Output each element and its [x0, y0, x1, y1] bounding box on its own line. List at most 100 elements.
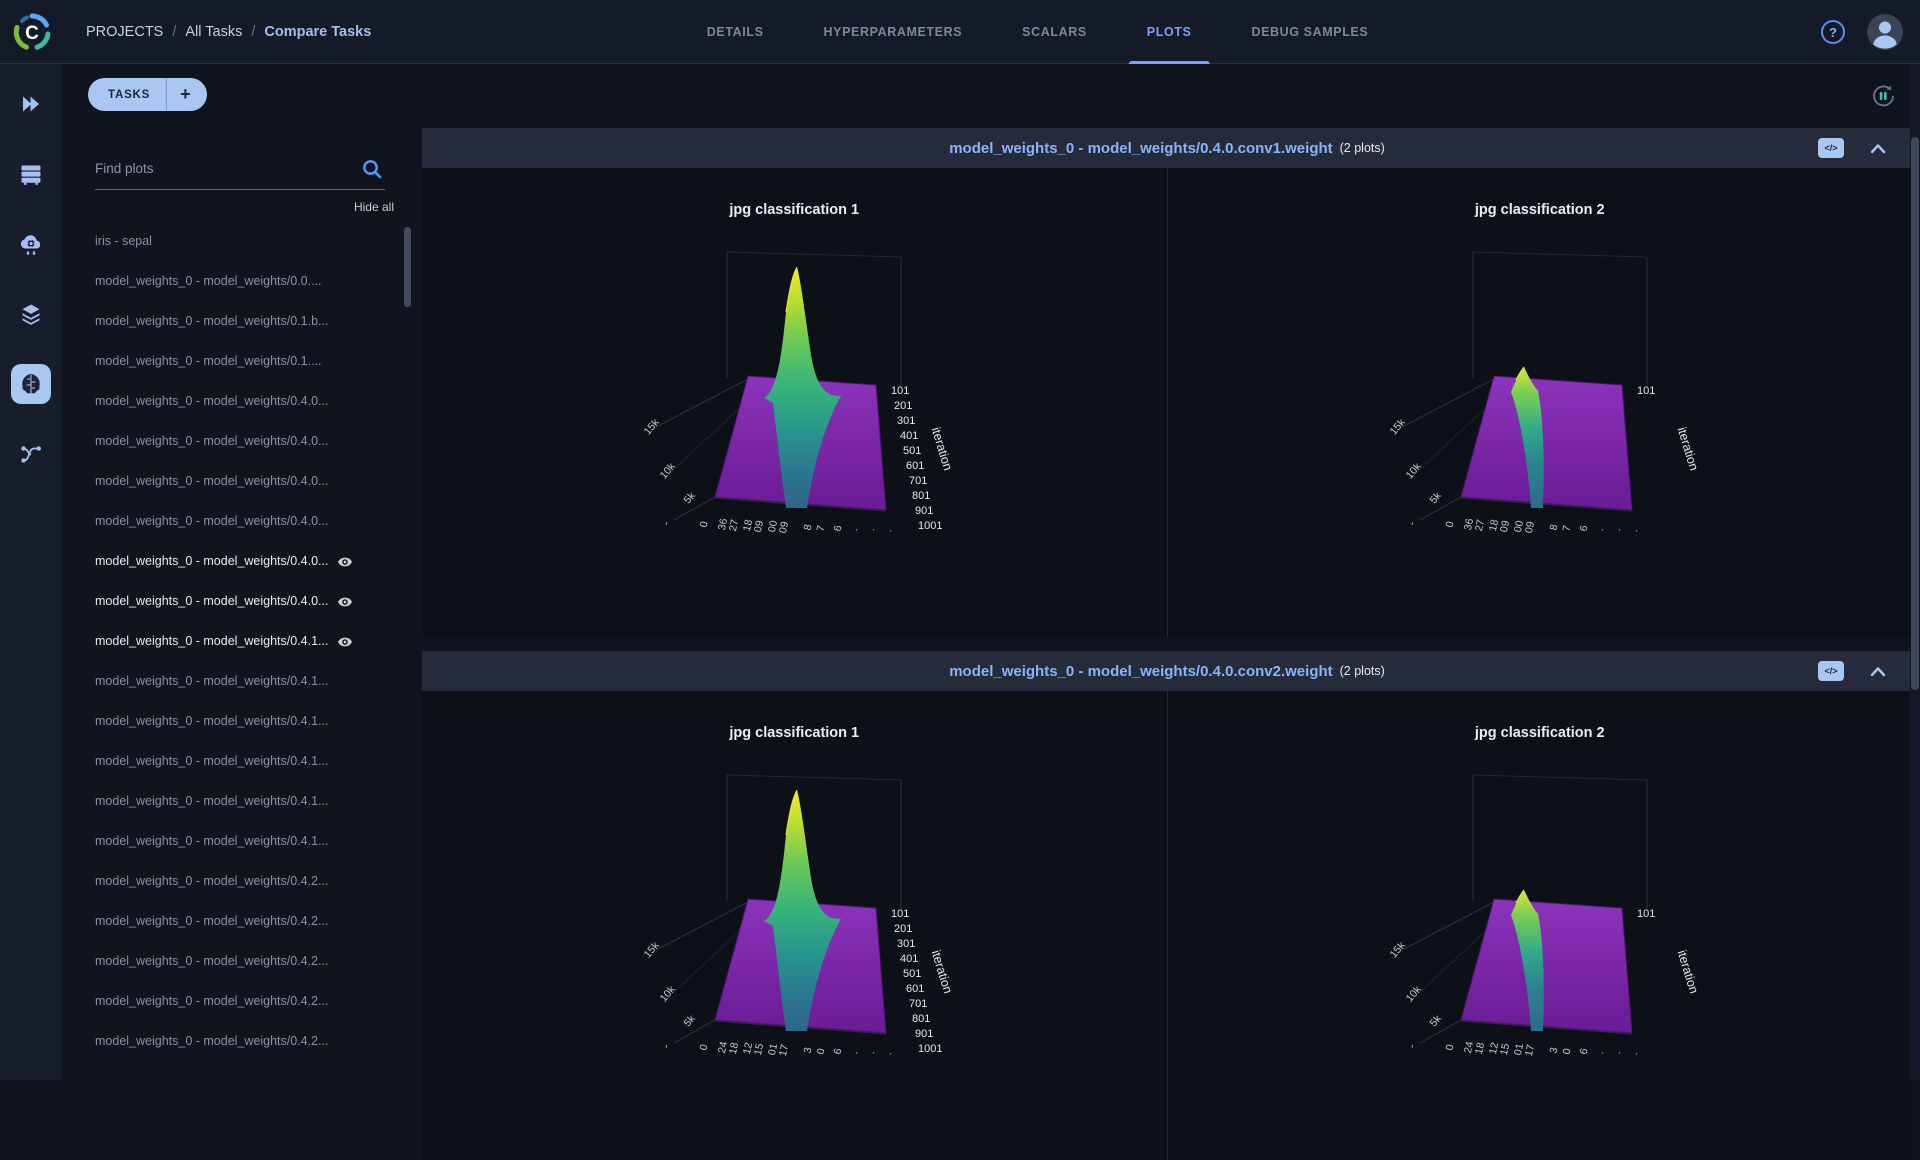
plot-list-item[interactable]: model_weights_0 - model_weights/0.4.0...: [61, 541, 406, 581]
histogram-surface-peak: [764, 790, 842, 1031]
grid-line: [1419, 496, 1461, 521]
iteration-tick: 801: [912, 1013, 930, 1025]
embed-code-button[interactable]: </>: [1818, 661, 1844, 681]
auto-refresh-toggle[interactable]: [1868, 81, 1898, 111]
iteration-tick: 201: [894, 923, 912, 935]
z-axis-tick: 5k: [682, 1012, 699, 1029]
surface-plot-canvas[interactable]: 5k10k15k1012013014015016017018019011001i…: [534, 755, 1054, 1095]
x-axis-tick: 09: [752, 519, 766, 533]
page-scrollbar-thumb[interactable]: [1911, 137, 1919, 690]
x-axis-tick: 3: [802, 1046, 815, 1054]
iteration-tick: 201: [894, 400, 912, 412]
collapse-section-button[interactable]: [1870, 666, 1886, 677]
hide-all-link[interactable]: Hide all: [353, 200, 394, 214]
grid-line: [727, 251, 902, 258]
plot-list-item-label: model_weights_0 - model_weights/0.4.0...: [95, 434, 329, 448]
plot-list-item[interactable]: model_weights_0 - model_weights/0.4.1...: [61, 781, 406, 821]
plot-list-item[interactable]: model_weights_0 - model_weights/0.4.0...: [61, 421, 406, 461]
x-axis-tick: 12: [1487, 1041, 1501, 1055]
peak-highlight-edge: [785, 789, 798, 836]
tab-debug-samples[interactable]: DEBUG SAMPLES: [1251, 25, 1369, 39]
plot-list-item[interactable]: model_weights_0 - model_weights/0.1....: [61, 341, 406, 381]
surface-plot-canvas[interactable]: 5k10k15k1012013014015016017018019011001i…: [534, 232, 1054, 572]
plot-list-item[interactable]: model_weights_0 - model_weights/0.4.0...: [61, 581, 406, 621]
tasks-selector-button[interactable]: TASKS +: [88, 78, 207, 111]
collapse-section-button[interactable]: [1870, 143, 1886, 154]
plot-title: jpg classification 2: [1474, 202, 1605, 218]
plot-list-item[interactable]: model_weights_0 - model_weights/0.4.1...: [61, 701, 406, 741]
plot-list-item[interactable]: model_weights_0 - model_weights/0.4.2...: [61, 901, 406, 941]
plot-title: jpg classification 1: [729, 202, 860, 218]
sidebar-item-workers-queues[interactable]: [11, 154, 51, 194]
x-axis-tick: .: [882, 528, 894, 533]
z-axis-tick: 10k: [658, 983, 679, 1004]
breadcrumb-compare-tasks: Compare Tasks: [264, 24, 372, 40]
plot-list-item[interactable]: model_weights_0 - model_weights/0.4.2...: [61, 941, 406, 981]
plot-list-item[interactable]: model_weights_0 - model_weights/0.0....: [61, 261, 406, 301]
eye-visibility-icon[interactable]: [337, 554, 353, 570]
plot-list-item[interactable]: model_weights_0 - model_weights/0.1.b...: [61, 301, 406, 341]
plot-title: jpg classification 1: [729, 725, 860, 741]
plot-list-item[interactable]: model_weights_0 - model_weights/0.4.1...: [61, 821, 406, 861]
plot-list-item[interactable]: model_weights_0 - model_weights/0.4.2...: [61, 861, 406, 901]
user-avatar[interactable]: [1866, 13, 1904, 51]
tab-hyperparameters[interactable]: HYPERPARAMETERS: [823, 25, 963, 39]
breadcrumb-all-tasks[interactable]: All Tasks: [185, 24, 243, 40]
plot-title: jpg classification 2: [1474, 725, 1605, 741]
x-axis-tick: 3: [1547, 1046, 1560, 1054]
plot-list-item[interactable]: model_weights_0 - model_weights/0.4.0...: [61, 501, 406, 541]
clearml-logo[interactable]: C: [10, 10, 54, 54]
plot-list-item-label: model_weights_0 - model_weights/0.4.1...: [95, 794, 329, 808]
eye-visibility-icon[interactable]: [337, 634, 353, 650]
grid-line: [1460, 497, 1632, 512]
plot-list-item[interactable]: model_weights_0 - model_weights/0.4.2...: [61, 981, 406, 1021]
sidebar-item-cloud-autoscaler[interactable]: [11, 224, 51, 264]
help-icon[interactable]: ?: [1820, 19, 1846, 45]
plot-list-item-label: model_weights_0 - model_weights/0.1....: [95, 354, 322, 368]
grid-line: [1419, 1019, 1461, 1044]
plot-group-header: model_weights_0 - model_weights/0.4.0.co…: [422, 651, 1912, 691]
plot-list-item[interactable]: model_weights_0 - model_weights/0.4.1...: [61, 621, 406, 661]
plot-list-item[interactable]: model_weights_0 - model_weights/0.4.2...: [61, 1021, 406, 1061]
find-plots-input[interactable]: [95, 148, 345, 188]
embed-code-button[interactable]: </>: [1818, 138, 1844, 158]
sidebar-item-datasets[interactable]: [11, 294, 51, 334]
x-axis-tick: -: [660, 1043, 673, 1049]
sidebar-item-experiments[interactable]: [10, 364, 51, 404]
x-axis-tick: -: [660, 520, 673, 526]
iteration-tick: 601: [906, 460, 924, 472]
tab-bar: DETAILS HYPERPARAMETERS SCALARS PLOTS DE…: [707, 0, 1369, 64]
sidebar-item-projects[interactable]: [11, 84, 51, 124]
x-axis-tick: 09: [1523, 520, 1537, 534]
search-icon[interactable]: [361, 158, 383, 180]
plot-list-item[interactable]: model_weights_0 - model_weights/0.4.1...: [61, 661, 406, 701]
grid-line: [1472, 251, 1647, 258]
tab-scalars[interactable]: SCALARS: [1022, 25, 1087, 39]
plot-list-item[interactable]: model_weights_0 - model_weights/0.4.0...: [61, 461, 406, 501]
plot-list-item[interactable]: model_weights_0 - model_weights/0.4.1...: [61, 741, 406, 781]
peak-highlight-edge: [1515, 889, 1525, 904]
eye-visibility-icon[interactable]: [337, 594, 353, 610]
plot-group-section: model_weights_0 - model_weights/0.4.0.co…: [422, 128, 1912, 637]
breadcrumb-projects[interactable]: PROJECTS: [86, 24, 164, 40]
tab-plots[interactable]: PLOTS: [1128, 0, 1210, 64]
sidebar-item-pipelines[interactable]: [11, 434, 51, 474]
tab-details[interactable]: DETAILS: [706, 25, 764, 39]
x-axis-tick: .: [1594, 1050, 1606, 1055]
plot-list-item[interactable]: model_weights_0 - model_weights/0.4.0...: [61, 381, 406, 421]
auto-refresh-icon: [1873, 85, 1894, 107]
plot-list-item[interactable]: iris - sepal: [61, 221, 406, 261]
plot-list-scrollbar-thumb[interactable]: [404, 227, 411, 307]
add-task-button[interactable]: +: [180, 84, 191, 104]
histogram-surface-peak: [764, 267, 842, 508]
plot-group-title: model_weights_0 - model_weights/0.4.0.co…: [949, 139, 1333, 157]
breadcrumb-separator: /: [251, 24, 256, 40]
x-axis-tick: .: [865, 527, 877, 532]
x-axis-tick: .: [1628, 1051, 1640, 1056]
x-axis-tick: 09: [1498, 519, 1512, 533]
iteration-axis-label: iteration: [929, 426, 955, 473]
iteration-tick: 101: [891, 908, 909, 920]
x-axis-tick: 7: [815, 524, 828, 532]
